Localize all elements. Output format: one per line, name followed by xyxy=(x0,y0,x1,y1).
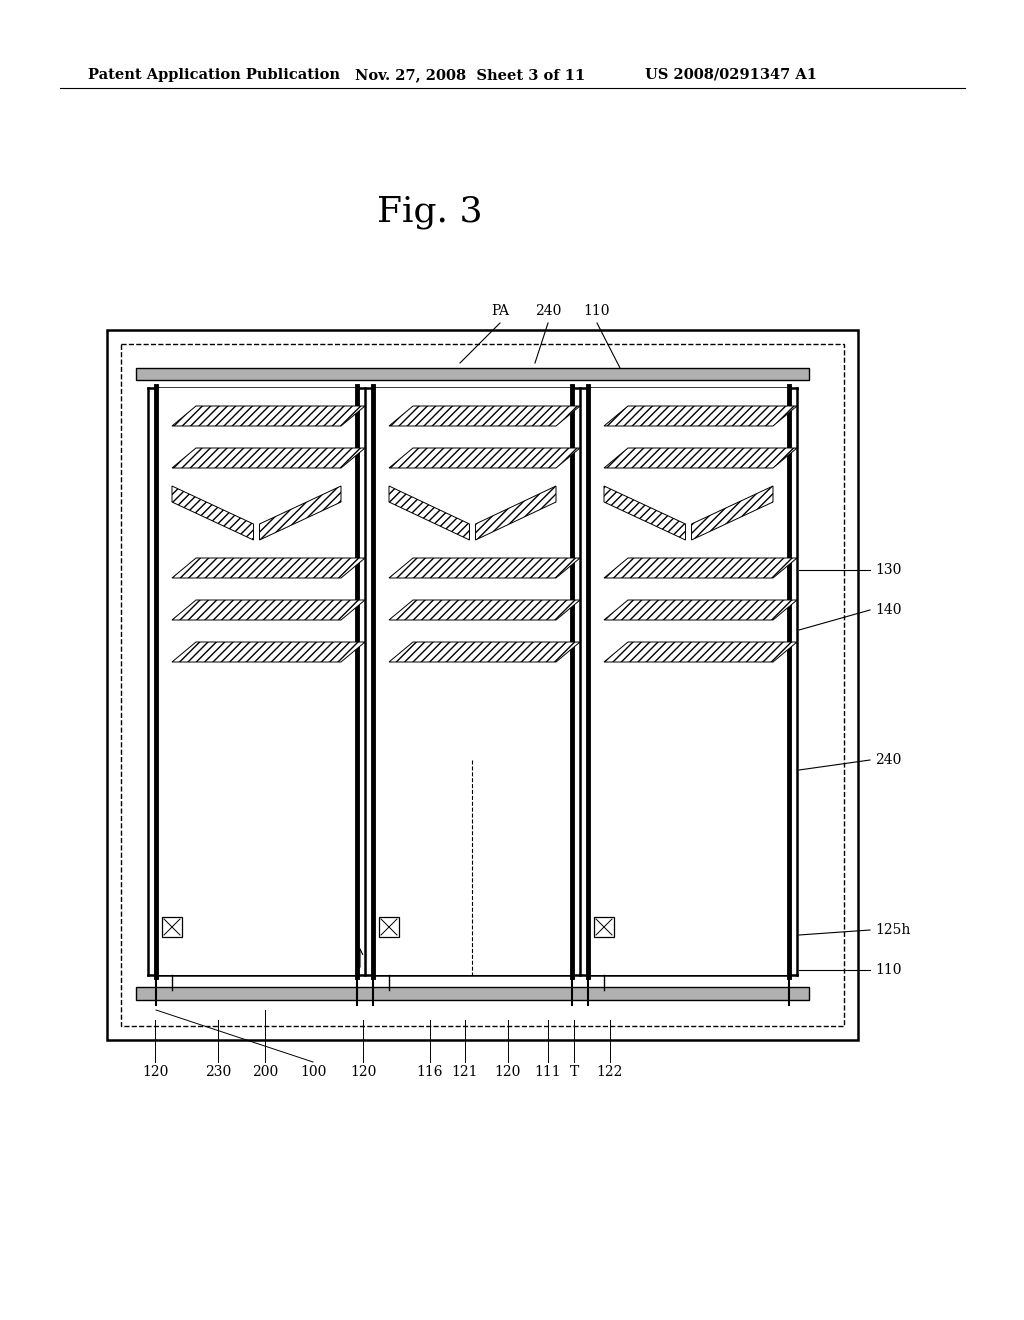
Polygon shape xyxy=(172,486,254,540)
Text: II: II xyxy=(350,965,359,975)
Polygon shape xyxy=(389,486,469,540)
Polygon shape xyxy=(389,601,580,620)
Bar xyxy=(136,368,809,380)
Polygon shape xyxy=(604,447,797,469)
Text: PA: PA xyxy=(490,304,509,318)
Polygon shape xyxy=(389,642,580,663)
Text: 200: 200 xyxy=(252,1065,279,1078)
Polygon shape xyxy=(389,447,580,469)
Text: II’: II’ xyxy=(477,762,489,772)
Text: Nov. 27, 2008  Sheet 3 of 11: Nov. 27, 2008 Sheet 3 of 11 xyxy=(355,69,586,82)
Polygon shape xyxy=(389,407,580,426)
Text: 140: 140 xyxy=(874,603,901,616)
Text: 122: 122 xyxy=(597,1065,624,1078)
Polygon shape xyxy=(604,407,797,426)
Text: 240: 240 xyxy=(874,752,901,767)
Polygon shape xyxy=(604,601,797,620)
Text: 120: 120 xyxy=(141,1065,168,1078)
Bar xyxy=(379,917,399,937)
Polygon shape xyxy=(389,558,580,578)
Text: Fig. 3: Fig. 3 xyxy=(377,195,482,228)
Polygon shape xyxy=(604,642,797,663)
Polygon shape xyxy=(172,558,365,578)
Text: 125h: 125h xyxy=(874,923,910,937)
Text: 130: 130 xyxy=(874,564,901,577)
Polygon shape xyxy=(172,642,365,663)
Polygon shape xyxy=(259,486,341,540)
Text: 111: 111 xyxy=(535,1065,561,1078)
Text: T: T xyxy=(569,1065,579,1078)
Bar xyxy=(162,917,182,937)
Text: 100: 100 xyxy=(300,1065,327,1078)
Polygon shape xyxy=(172,447,365,469)
Text: 120: 120 xyxy=(350,1065,376,1078)
Text: 116: 116 xyxy=(417,1065,443,1078)
Text: Patent Application Publication: Patent Application Publication xyxy=(88,69,340,82)
Polygon shape xyxy=(604,558,797,578)
Bar xyxy=(373,388,572,975)
Text: 110: 110 xyxy=(584,304,610,318)
Polygon shape xyxy=(604,486,685,540)
Polygon shape xyxy=(475,486,556,540)
Text: 230: 230 xyxy=(205,1065,231,1078)
Text: 240: 240 xyxy=(535,304,561,318)
Bar xyxy=(594,917,614,937)
Text: 120: 120 xyxy=(495,1065,521,1078)
Text: US 2008/0291347 A1: US 2008/0291347 A1 xyxy=(645,69,817,82)
Polygon shape xyxy=(172,407,365,426)
Text: 121: 121 xyxy=(452,1065,478,1078)
Polygon shape xyxy=(691,486,773,540)
Polygon shape xyxy=(172,601,365,620)
Bar xyxy=(588,388,790,975)
Text: 110: 110 xyxy=(874,964,901,977)
Bar xyxy=(156,388,357,975)
Bar xyxy=(136,987,809,1001)
